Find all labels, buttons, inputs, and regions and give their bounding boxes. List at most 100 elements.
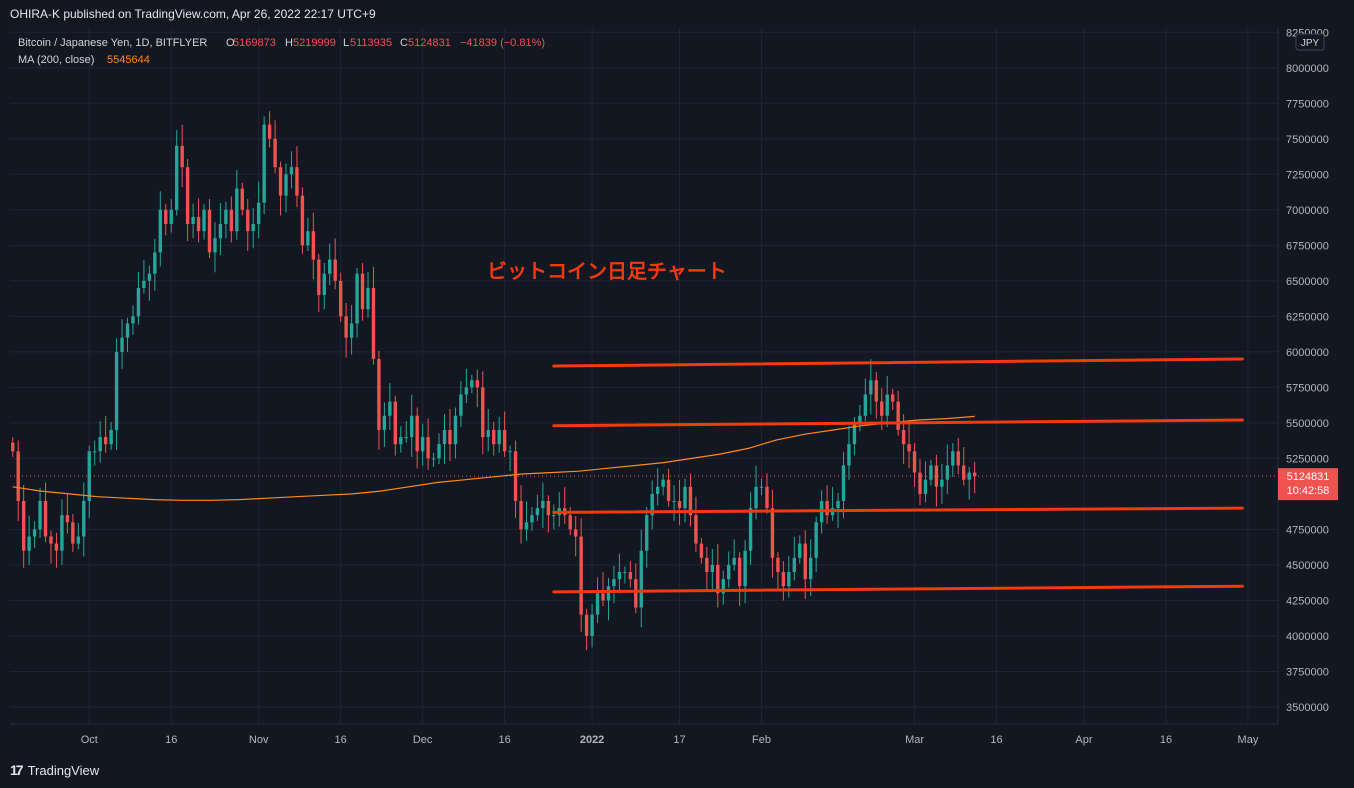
candle-body [666, 479, 671, 501]
candle-body [601, 593, 605, 601]
candle-body [235, 188, 239, 232]
y-tick-label: 3750000 [1286, 666, 1329, 678]
candle-body [142, 280, 146, 288]
legend-low: 5113935 [350, 37, 392, 49]
y-tick-label: 6250000 [1286, 311, 1329, 323]
candle-body [967, 472, 971, 480]
x-tick-label: 16 [499, 734, 511, 746]
candle-body [229, 209, 234, 232]
candle-body [923, 479, 928, 494]
price-chart[interactable]: Bitcoin / Japanese Yen, 1D, BITFLYER O 5… [0, 28, 1354, 752]
tradingview-logo[interactable]: 17 TradingView [10, 762, 99, 778]
candle-body [502, 429, 507, 452]
y-tick-label: 7000000 [1286, 205, 1329, 217]
candle-body [185, 167, 190, 225]
candle-body [355, 273, 359, 324]
price-axis[interactable]: 8250000800000077500007500000725000070000… [1277, 28, 1354, 752]
y-tick-label: 6750000 [1286, 240, 1329, 252]
candle-body [595, 593, 600, 615]
legend-open: 5169873 [233, 37, 276, 49]
candle-body [612, 579, 616, 587]
legend-symbol: Bitcoin / Japanese Yen, 1D, BITFLYER [18, 37, 207, 49]
y-tick-label: 5750000 [1286, 382, 1329, 394]
x-tick-label: 2022 [580, 734, 604, 746]
x-tick-label: 17 [673, 734, 685, 746]
x-tick-label: 16 [335, 734, 347, 746]
candle-body [278, 167, 283, 196]
candle-body [404, 437, 408, 439]
candle-body [103, 437, 108, 445]
candle-body [371, 287, 376, 359]
candle-body [901, 429, 906, 445]
candle-body [896, 401, 900, 430]
candle-body [120, 337, 124, 352]
legend: Bitcoin / Japanese Yen, 1D, BITFLYER O 5… [18, 37, 545, 66]
candle-body [792, 557, 796, 573]
x-tick-label: Oct [81, 734, 98, 746]
candle-body [202, 209, 206, 232]
candle-body [328, 259, 332, 274]
candle-body [87, 451, 91, 501]
candle-body [590, 614, 594, 636]
candle-body [246, 209, 250, 232]
trend-line [552, 506, 1244, 514]
candle-body [32, 529, 37, 537]
candle-body [224, 209, 228, 225]
candle-body [27, 536, 31, 551]
candle-body [218, 224, 223, 239]
candle-body [431, 458, 436, 460]
candle-body [519, 500, 523, 530]
currency-label: JPY [1301, 38, 1320, 49]
candle-body [972, 472, 977, 477]
candle-body [705, 557, 709, 573]
candle-body [109, 429, 113, 445]
x-tick-label: May [1238, 734, 1259, 746]
y-tick-label: 4250000 [1286, 595, 1329, 607]
candle-body [240, 188, 244, 210]
candle-body [415, 415, 419, 452]
footer-brand: TradingView [27, 762, 100, 778]
candle-body [617, 572, 622, 580]
candle-body [552, 515, 556, 517]
candle-body [787, 572, 791, 587]
countdown: 10:42:58 [1287, 485, 1330, 497]
legend-ma-label: MA (200, close) [18, 54, 94, 66]
candle-body [175, 145, 179, 210]
currency-badge[interactable]: JPY [1295, 33, 1325, 51]
candle-body [918, 472, 922, 494]
candle-body [825, 500, 829, 516]
x-tick-label: Apr [1075, 734, 1092, 746]
candle-body [940, 479, 944, 487]
candle-body [951, 451, 955, 466]
candle-body [890, 394, 895, 402]
candle-body [798, 543, 802, 558]
y-tick-label: 8000000 [1286, 63, 1329, 75]
legend-high: 5219999 [293, 37, 336, 49]
candle-body [382, 415, 387, 430]
candle-body [136, 287, 141, 317]
candle-body [213, 238, 217, 253]
candle-body [956, 451, 960, 466]
x-tick-label: Feb [752, 734, 771, 746]
y-tick-label: 4500000 [1286, 560, 1329, 572]
candle-body [262, 124, 266, 203]
y-tick-label: 5250000 [1286, 453, 1329, 465]
candle-body [814, 522, 818, 558]
candle-body [251, 224, 255, 232]
candle-body [492, 429, 496, 445]
time-axis[interactable]: Oct 16 Nov 16 Dec 16 2022 17 Feb Mar 16 Apr 16 May [10, 723, 1278, 746]
support-resistance-lines[interactable] [552, 357, 1244, 594]
candle-body [11, 442, 15, 452]
candle-body [863, 394, 868, 416]
candle-body [852, 422, 857, 445]
candle-body [803, 543, 807, 580]
candle-body [256, 202, 261, 225]
candle-body [65, 515, 70, 523]
candle-body [584, 614, 589, 636]
candle-body [754, 486, 758, 509]
candle-body [885, 394, 889, 416]
candle-body [54, 543, 59, 551]
candle-body [677, 500, 682, 509]
candle-body [71, 522, 75, 544]
chart-background [0, 28, 1354, 752]
